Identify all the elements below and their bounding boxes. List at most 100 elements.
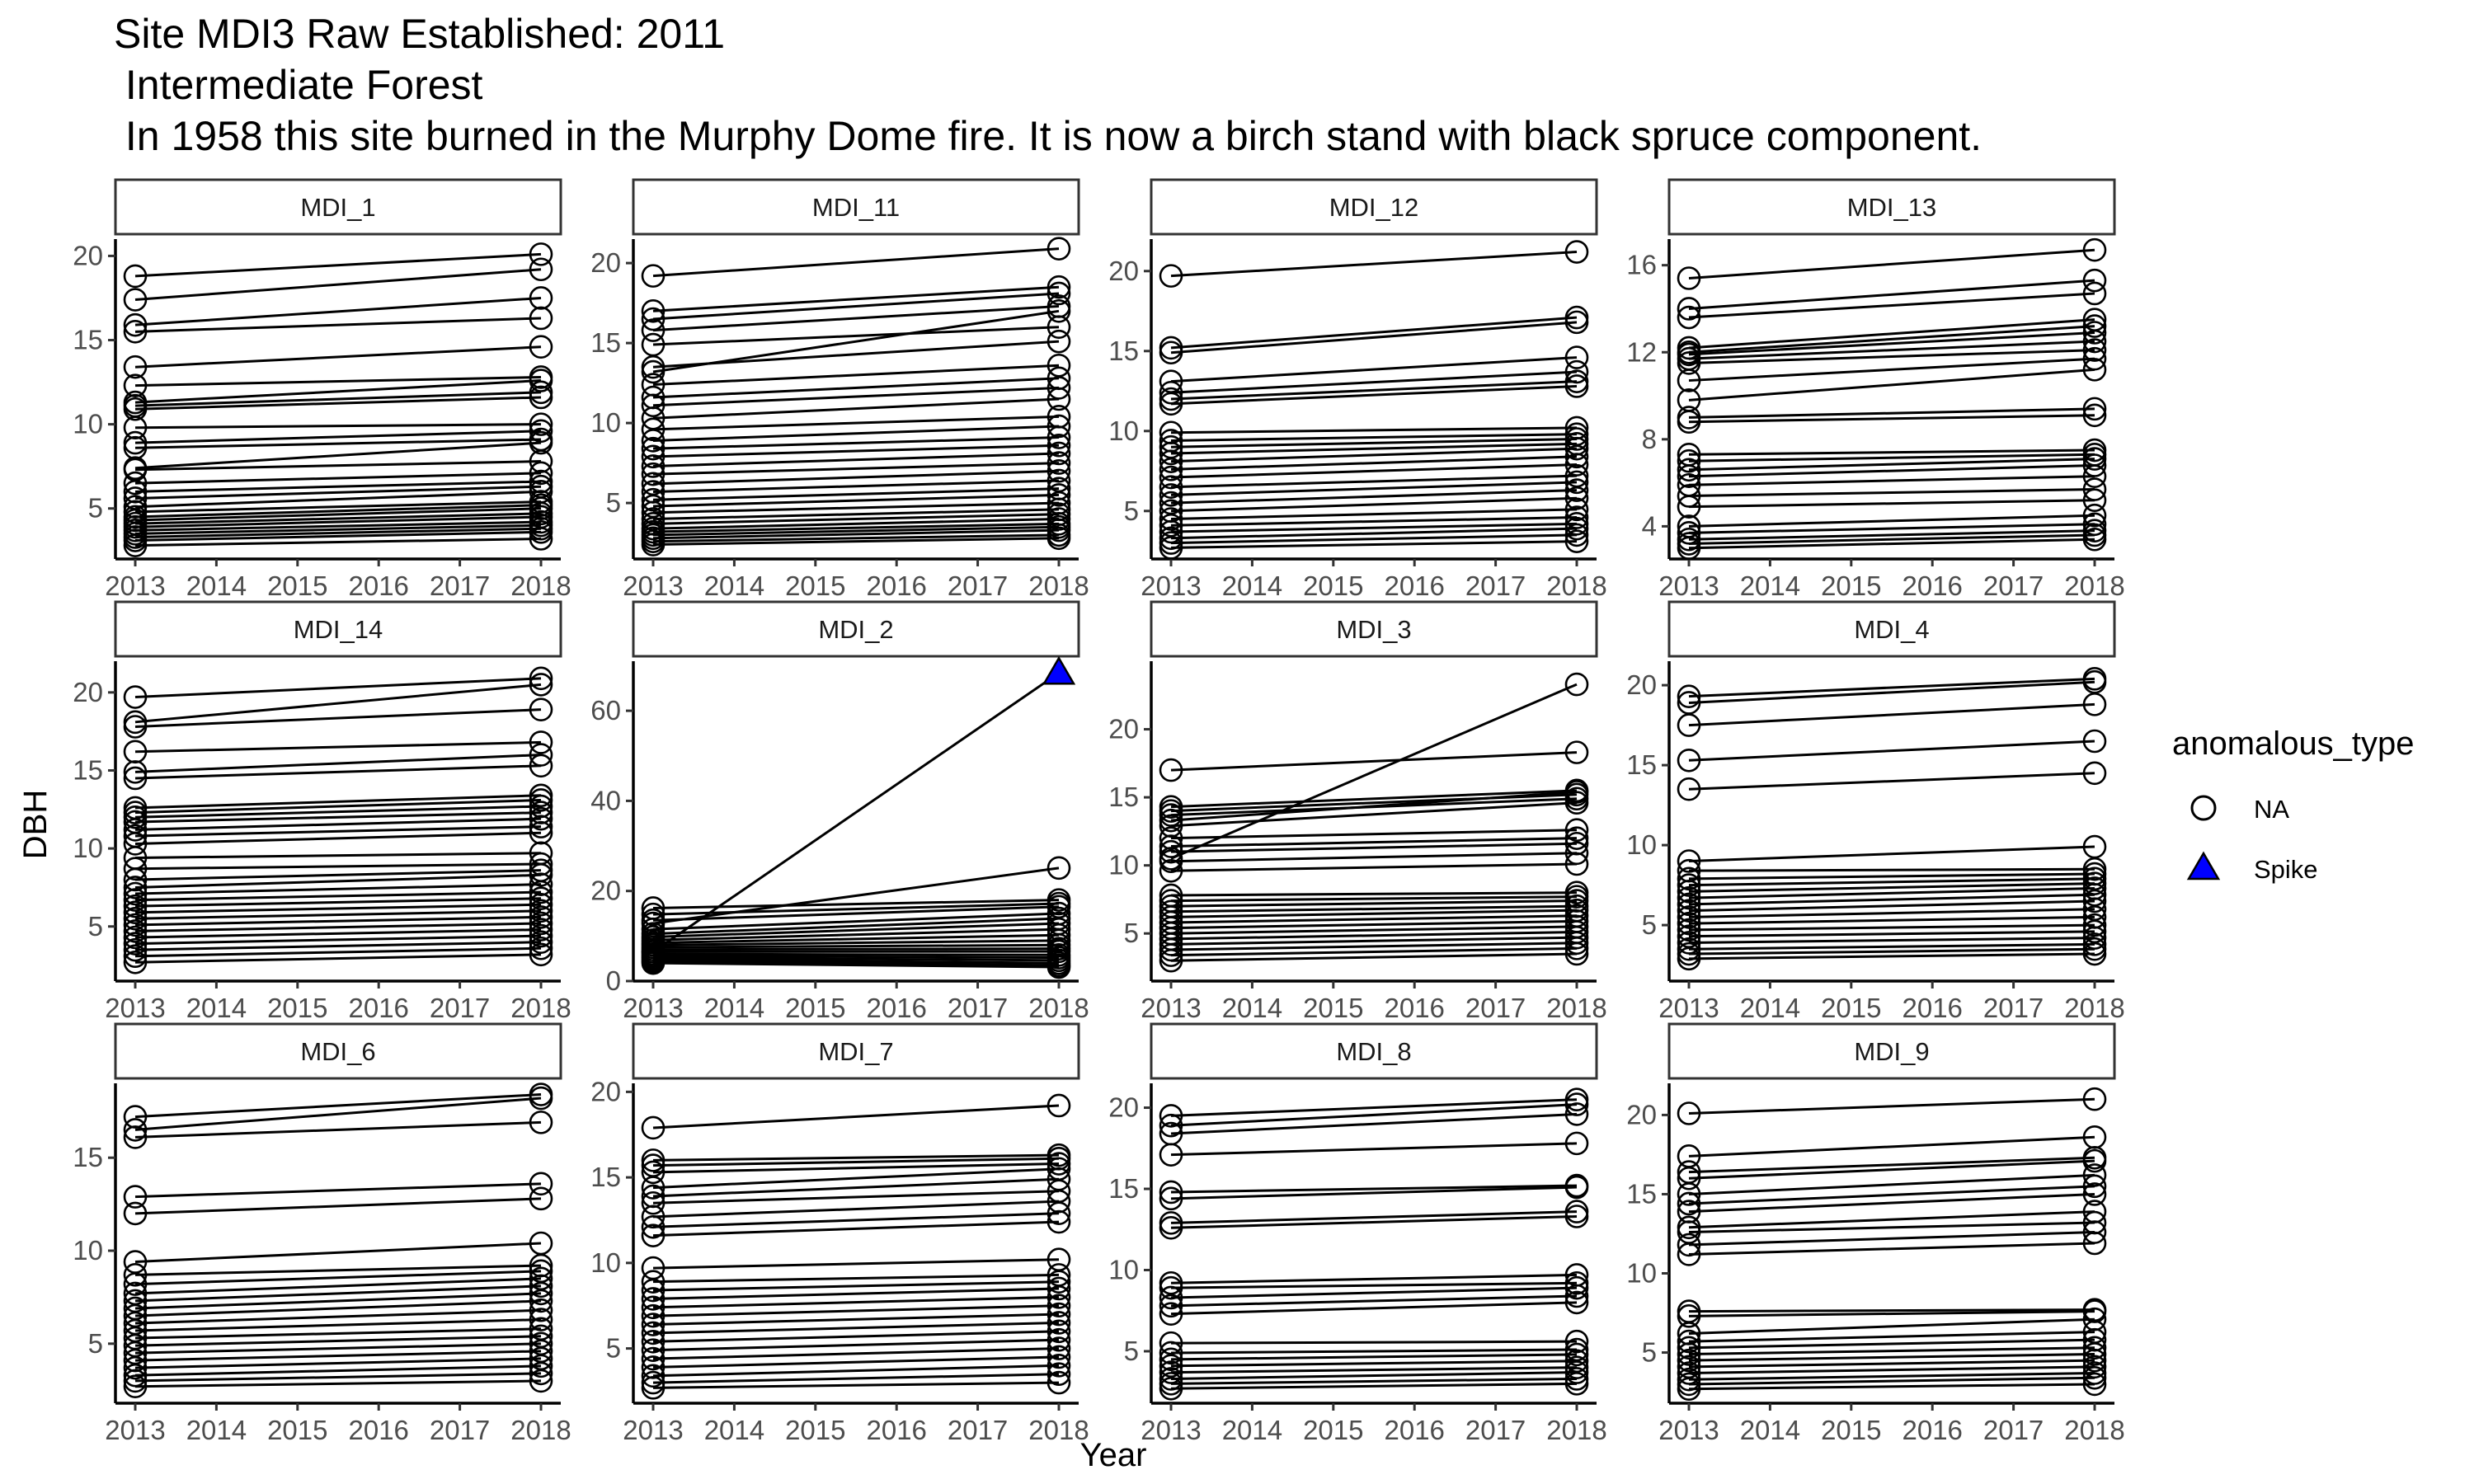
facet-strip-label: MDI_12 bbox=[1329, 193, 1419, 222]
data-point-na bbox=[1677, 946, 1701, 971]
data-point-na bbox=[1047, 281, 1071, 306]
data-point-na bbox=[1677, 899, 1701, 923]
tree-series-line bbox=[652, 956, 1060, 962]
data-point-na bbox=[1564, 780, 1589, 804]
data-point-na bbox=[641, 1338, 666, 1362]
tree-series-line bbox=[1170, 904, 1578, 913]
tree-series-line bbox=[652, 537, 1060, 547]
tree-series-line bbox=[1170, 356, 1578, 383]
facet-MDI_2: MDI_2 0 20 40 60 2013 2014 2015 2016 2017 2018 bbox=[590, 600, 1089, 1023]
tree-series-line bbox=[134, 946, 542, 958]
data-point-na bbox=[641, 1270, 666, 1294]
tree-series-line bbox=[1688, 248, 2095, 280]
y-tick-label: 20 bbox=[590, 876, 621, 906]
data-point-na bbox=[2082, 1336, 2107, 1360]
y-tick-label: 10 bbox=[73, 409, 103, 439]
tree-series-line bbox=[1170, 925, 1578, 935]
tree-series-line bbox=[1170, 919, 1578, 930]
x-tick-label: 2015 bbox=[1821, 571, 1881, 601]
data-point-na bbox=[1047, 1276, 1071, 1301]
data-point-na bbox=[2082, 1355, 2107, 1379]
tree-series-line bbox=[1688, 893, 2095, 906]
tree-series-line bbox=[652, 479, 1060, 494]
data-point-na bbox=[123, 867, 148, 892]
x-tick-label: 2016 bbox=[1384, 571, 1444, 601]
data-point-na bbox=[1047, 483, 1071, 507]
data-point-na bbox=[1047, 387, 1071, 411]
y-tick-label: 60 bbox=[590, 695, 621, 726]
tree-series-line bbox=[1688, 349, 2095, 364]
data-point-na bbox=[1677, 1191, 1701, 1216]
tree-series-line bbox=[652, 1104, 1060, 1129]
data-point-na bbox=[1047, 1201, 1071, 1225]
y-tick-label: 40 bbox=[590, 785, 621, 815]
data-point-na bbox=[529, 862, 553, 887]
data-point-na bbox=[641, 1148, 666, 1172]
data-point-na bbox=[529, 942, 553, 967]
data-point-na bbox=[123, 932, 148, 956]
facet-strip-label: MDI_2 bbox=[818, 615, 893, 644]
y-tick-label: 5 bbox=[606, 487, 621, 518]
tree-series-line bbox=[652, 1321, 1060, 1335]
tree-series-line bbox=[134, 1350, 542, 1362]
tree-series-line bbox=[1170, 522, 1578, 533]
tree-series-line bbox=[134, 1270, 542, 1286]
tree-series-line bbox=[1170, 891, 1578, 897]
data-point-na bbox=[2082, 453, 2107, 477]
tree-series-line bbox=[1688, 458, 2095, 472]
tree-series-line bbox=[134, 1317, 542, 1332]
data-point-na bbox=[123, 1263, 148, 1287]
data-point-na bbox=[1047, 1294, 1071, 1318]
tree-series-line bbox=[652, 309, 1060, 373]
data-point-na bbox=[2082, 397, 2107, 421]
tree-series-line bbox=[652, 1364, 1060, 1378]
facet-MDI_12: MDI_12 5 10 15 20 2013 2014 2015 2016 2017 2018 bbox=[1108, 178, 1607, 601]
data-point-na bbox=[123, 1355, 148, 1380]
tree-series-line bbox=[134, 515, 542, 528]
data-point-na bbox=[123, 1272, 148, 1296]
data-point-na bbox=[1677, 495, 1701, 519]
tree-series-line bbox=[1170, 952, 1578, 962]
data-point-na bbox=[2082, 268, 2107, 293]
data-point-na bbox=[123, 355, 148, 379]
data-point-na bbox=[529, 806, 553, 831]
data-point-na bbox=[1159, 449, 1183, 473]
tree-series-line bbox=[134, 852, 542, 859]
data-point-na bbox=[1564, 310, 1589, 335]
data-point-na bbox=[1677, 1361, 1701, 1385]
data-point-na bbox=[2082, 1174, 2107, 1199]
data-point-na bbox=[2082, 729, 2107, 754]
tree-series-line bbox=[1688, 464, 2095, 478]
data-point-na bbox=[1677, 536, 1701, 561]
x-tick-label: 2018 bbox=[510, 993, 571, 1023]
tree-series-line bbox=[1688, 357, 2095, 383]
data-point-na bbox=[529, 886, 553, 910]
x-tick-label: 2016 bbox=[1902, 993, 1962, 1023]
data-point-na bbox=[123, 1363, 148, 1388]
tree-series-line bbox=[1688, 1383, 2095, 1391]
tree-series-line bbox=[652, 902, 1060, 916]
tree-series-line bbox=[1170, 496, 1578, 513]
data-point-na bbox=[1159, 1180, 1183, 1205]
tree-series-line bbox=[652, 508, 1060, 520]
legend-label-na: NA bbox=[2254, 795, 2289, 824]
tree-series-line bbox=[652, 960, 1060, 967]
tree-series-line bbox=[1170, 251, 1578, 278]
data-point-na bbox=[2082, 447, 2107, 471]
x-tick-label: 2013 bbox=[1141, 571, 1201, 601]
x-tick-label: 2015 bbox=[267, 993, 327, 1023]
tree-series-line bbox=[1170, 380, 1578, 401]
data-point-na bbox=[1564, 1092, 1589, 1116]
tree-series-line bbox=[1688, 930, 2095, 938]
data-point-na bbox=[1159, 943, 1183, 967]
y-tick-label: 5 bbox=[606, 1333, 621, 1364]
x-tick-label: 2018 bbox=[1028, 1415, 1089, 1445]
series-points bbox=[1159, 672, 1589, 973]
tree-series-line bbox=[652, 933, 1060, 945]
data-point-na bbox=[529, 527, 553, 551]
y-tick-label: 10 bbox=[73, 833, 103, 863]
y-tick-label: 5 bbox=[1124, 918, 1139, 948]
tree-series-line bbox=[1170, 321, 1578, 355]
data-point-na bbox=[1047, 275, 1071, 299]
tree-series-line bbox=[1688, 1338, 2095, 1350]
